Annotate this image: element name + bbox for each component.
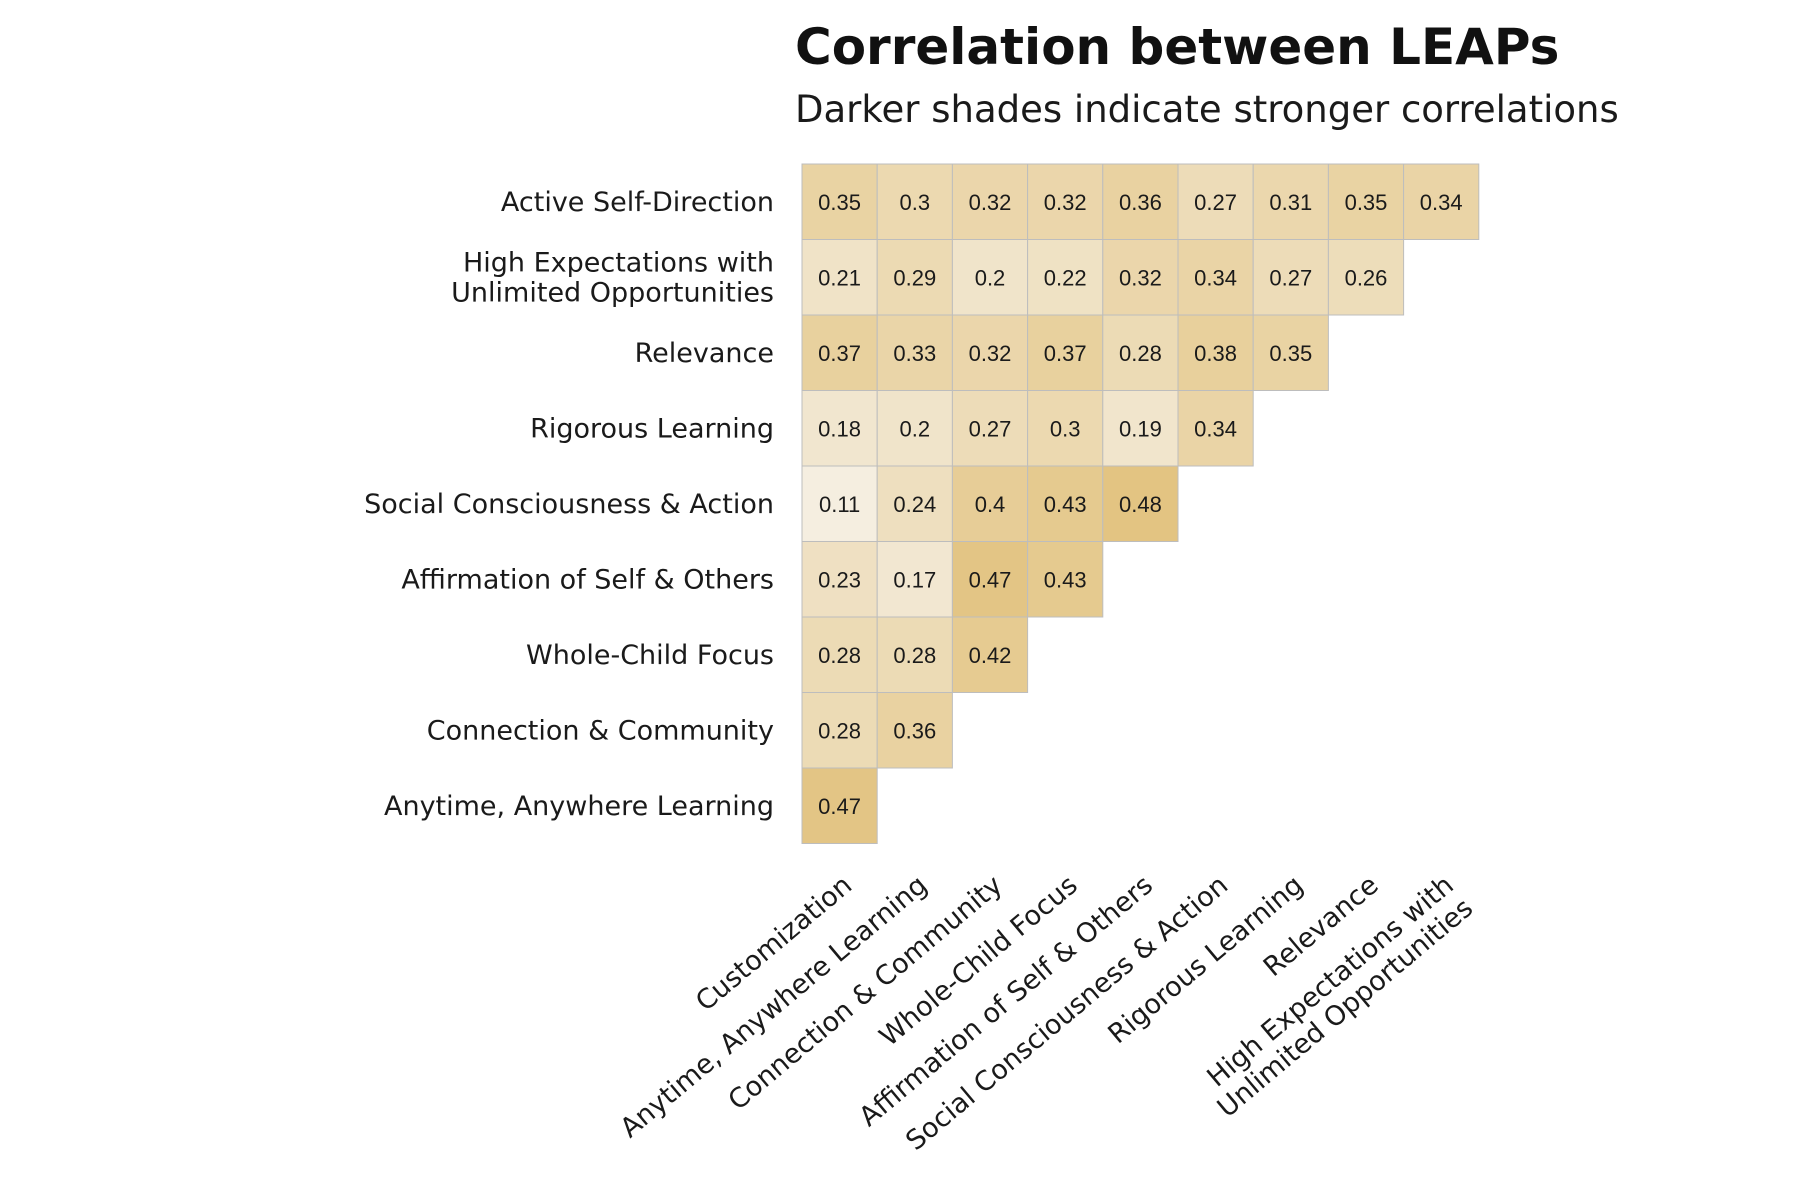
heatmap-cell-r1-c7: [1327, 239, 1405, 316]
cell-value-r5-c0: 0.23: [818, 567, 861, 592]
heatmap-cell-r1-c4: [1102, 239, 1179, 316]
cell-value-r2-c6: 0.35: [1269, 341, 1312, 366]
chart-title: Correlation between LEAPs: [795, 18, 1559, 76]
heatmap-cell-r4-c4: [1102, 465, 1179, 542]
heatmap-cell-r0-c8: [1403, 163, 1480, 240]
heatmap-cell-r2-c0: [801, 314, 878, 391]
cell-value-r8-c0: 0.47: [818, 794, 861, 819]
row-label-relevance: Relevance: [635, 338, 774, 369]
heatmap-cells: 0.35 0.3 0.32 0.32 0.36 0.27 0.31 0.35 0.34 0.21 0…: [801, 163, 1480, 844]
cell-value-r0-c0: 0.35: [818, 190, 861, 215]
row-labels: Active Self-Direction High Expectations w…: [364, 187, 774, 822]
cell-value-r1-c7: 0.26: [1345, 265, 1388, 290]
cell-value-r1-c4: 0.32: [1119, 265, 1162, 290]
heatmap-cell-r1-c2: [951, 239, 1029, 316]
row-label-high-expectations-with-unlimited-opportunities: High Expectations with Unlimited Opportun…: [451, 247, 774, 308]
heatmap-cell-r8-c0: [801, 767, 878, 844]
heatmap-cell-r1-c0: [801, 239, 878, 316]
cell-value-r4-c1: 0.24: [893, 492, 936, 517]
cell-value-r6-c2: 0.42: [969, 643, 1012, 668]
row-label-connection-community: Connection & Community: [427, 715, 774, 746]
heatmap-cell-r1-c3: [1027, 239, 1104, 316]
cell-value-r2-c3: 0.37: [1044, 341, 1087, 366]
heatmap-cell-r0-c7: [1327, 163, 1405, 240]
cell-value-r1-c0: 0.21: [818, 265, 861, 290]
heatmap-cell-r0-c3: [1027, 163, 1104, 240]
heatmap-cell-r5-c2: [951, 541, 1029, 618]
heatmap-cell-r5-c1: [876, 541, 953, 618]
cell-value-r1-c3: 0.22: [1044, 265, 1087, 290]
heatmap-cell-r4-c0: [801, 465, 878, 542]
heatmap-cell-r3-c2: [951, 390, 1029, 467]
heatmap-cell-r2-c6: [1252, 314, 1329, 391]
row-label-whole-child-focus: Whole-Child Focus: [526, 640, 774, 671]
heatmap-cell-r2-c2: [951, 314, 1029, 391]
heatmap-cell-r5-c3: [1027, 541, 1104, 618]
heatmap-cell-r2-c1: [876, 314, 953, 391]
heatmap-cell-r6-c2: [951, 616, 1029, 693]
cell-value-r6-c0: 0.28: [818, 643, 861, 668]
cell-value-r0-c4: 0.36: [1119, 190, 1162, 215]
cell-value-r0-c6: 0.31: [1269, 190, 1312, 215]
cell-value-r3-c5: 0.34: [1194, 416, 1237, 441]
heatmap-cell-r2-c5: [1177, 314, 1254, 391]
cell-value-r0-c1: 0.3: [900, 190, 931, 215]
cell-value-r0-c2: 0.32: [969, 190, 1012, 215]
cell-value-r1-c2: 0.2: [975, 265, 1006, 290]
cell-value-r2-c2: 0.32: [969, 341, 1012, 366]
heatmap-cell-r0-c0: [801, 163, 878, 240]
cell-value-r0-c5: 0.27: [1194, 190, 1237, 215]
cell-value-r2-c5: 0.38: [1194, 341, 1237, 366]
heatmap-cell-r1-c6: [1252, 239, 1329, 316]
row-label-active-self-direction: Active Self-Direction: [501, 187, 774, 218]
cell-value-r1-c6: 0.27: [1269, 265, 1312, 290]
cell-value-r4-c4: 0.48: [1119, 492, 1162, 517]
heatmap-cell-r3-c3: [1027, 390, 1104, 467]
cell-value-r2-c4: 0.28: [1119, 341, 1162, 366]
cell-value-r5-c2: 0.47: [969, 567, 1012, 592]
heatmap-cell-r3-c0: [801, 390, 878, 467]
row-label-rigorous-learning: Rigorous Learning: [530, 413, 774, 444]
heatmap-cell-r5-c0: [801, 541, 878, 618]
heatmap-cell-r7-c1: [876, 692, 953, 769]
cell-value-r0-c8: 0.34: [1420, 190, 1463, 215]
cell-value-r3-c4: 0.19: [1119, 416, 1162, 441]
cell-value-r1-c1: 0.29: [893, 265, 936, 290]
cell-value-r4-c2: 0.4: [975, 492, 1006, 517]
cell-value-r7-c0: 0.28: [818, 718, 861, 743]
cell-value-r6-c1: 0.28: [893, 643, 936, 668]
cell-value-r4-c3: 0.43: [1044, 492, 1087, 517]
cell-value-r4-c0: 0.11: [819, 492, 860, 517]
row-label-affirmation-of-self-others: Affirmation of Self & Others: [401, 564, 774, 595]
heatmap-cell-r0-c2: [951, 163, 1029, 240]
heatmap-cell-r3-c5: [1177, 390, 1254, 467]
cell-value-r7-c1: 0.36: [893, 718, 936, 743]
cell-value-r2-c1: 0.33: [893, 341, 936, 366]
row-label-social-consciousness-action: Social Consciousness & Action: [364, 489, 774, 520]
cell-value-r5-c1: 0.17: [893, 567, 936, 592]
cell-value-r0-c3: 0.32: [1044, 190, 1087, 215]
heatmap-cell-r0-c4: [1102, 163, 1179, 240]
heatmap-cell-r0-c1: [876, 163, 953, 240]
cell-value-r3-c0: 0.18: [818, 416, 861, 441]
heatmap-cell-r7-c0: [801, 692, 878, 769]
heatmap-cell-r2-c4: [1102, 314, 1179, 391]
cell-value-r3-c3: 0.3: [1050, 416, 1081, 441]
heatmap-cell-r2-c3: [1027, 314, 1104, 391]
cell-value-r2-c0: 0.37: [818, 341, 861, 366]
row-label-anytime-anywhere-learning: Anytime, Anywhere Learning: [384, 791, 774, 822]
heatmap-cell-r6-c0: [801, 616, 878, 693]
heatmap-cell-r3-c4: [1102, 390, 1179, 467]
cell-value-r3-c1: 0.2: [900, 416, 931, 441]
cell-value-r1-c5: 0.34: [1194, 265, 1237, 290]
chart-subtitle: Darker shades indicate stronger correlat…: [795, 88, 1619, 131]
cell-value-r3-c2: 0.27: [969, 416, 1012, 441]
cell-value-r5-c3: 0.43: [1044, 567, 1087, 592]
heatmap-cell-r0-c5: [1177, 163, 1254, 240]
cell-value-r0-c7: 0.35: [1345, 190, 1388, 215]
